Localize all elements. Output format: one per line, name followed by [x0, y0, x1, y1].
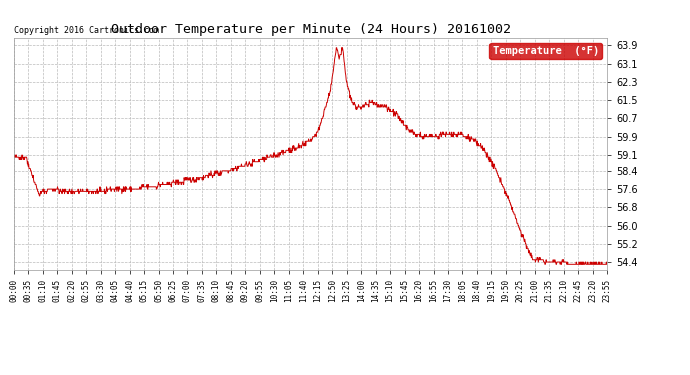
- Text: Copyright 2016 Cartronics.com: Copyright 2016 Cartronics.com: [14, 26, 159, 35]
- Legend: Temperature  (°F): Temperature (°F): [489, 43, 602, 59]
- Temperature  (°F): [541, 262, 549, 267]
- Temperature  (°F): [533, 255, 541, 260]
- Line: Temperature  (°F): Temperature (°F): [14, 48, 607, 264]
- Temperature  (°F): [332, 45, 340, 50]
- Temperature  (°F): [141, 184, 150, 189]
- Temperature  (°F): [481, 148, 489, 153]
- Temperature  (°F): [603, 262, 611, 267]
- Temperature  (°F): [10, 155, 18, 159]
- Temperature  (°F): [208, 173, 216, 178]
- Temperature  (°F): [127, 189, 135, 194]
- Temperature  (°F): [403, 125, 411, 130]
- Title: Outdoor Temperature per Minute (24 Hours) 20161002: Outdoor Temperature per Minute (24 Hours…: [110, 23, 511, 36]
